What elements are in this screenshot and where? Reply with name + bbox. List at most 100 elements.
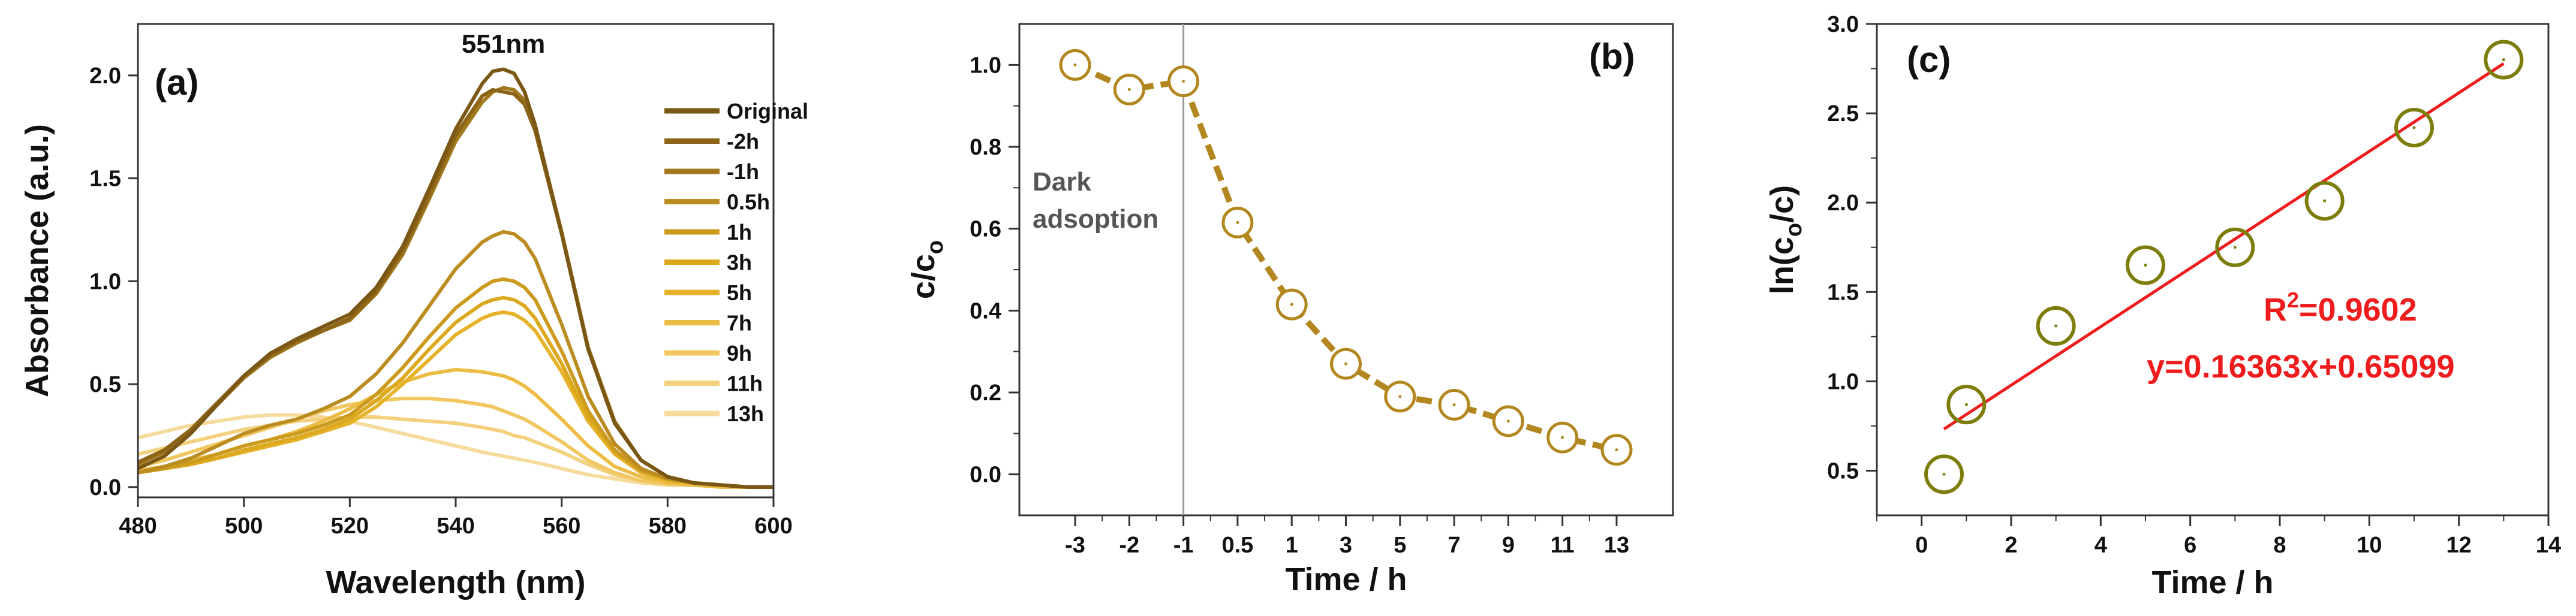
- x-tick-label: 9: [1502, 533, 1515, 558]
- spectrum-line--2h: [137, 87, 774, 489]
- linear-fit-line: [1943, 62, 2505, 431]
- x-tick-label: 14: [2536, 533, 2561, 558]
- kinetic-marker-dot: [2144, 264, 2147, 267]
- spectrum-line-Original: [137, 67, 774, 489]
- dark-adsorption-label-line1: Dark: [1033, 167, 1091, 197]
- legend-entry: Original: [727, 99, 808, 123]
- x-tick-label: 600: [754, 514, 792, 539]
- ratio-series: [1059, 49, 1633, 466]
- legend-entry: 11h: [727, 372, 763, 396]
- kinetic-marker-11h: [2394, 107, 2434, 147]
- legend-entry: 1h: [727, 220, 752, 244]
- panel-label-c: (c): [1907, 40, 1951, 80]
- panel-c: 0 2 4 6 8 10 12 14 0.5 1.0 1.5 2.0 2.5 3.0 (c) R2=0.9…: [1764, 12, 2561, 600]
- kinetic-marker-13h: [2484, 40, 2524, 80]
- x-tick-label: 10: [2357, 533, 2382, 558]
- panel-a: 480 500 520 540 560 580 600 0.0 0.5 1.0 1.5 2.0 (a)…: [19, 23, 808, 600]
- kinetic-marker-9h: [2304, 181, 2345, 221]
- kinetic-marker-dot: [2323, 199, 2327, 203]
- y-tick-label: 0.0: [89, 475, 121, 500]
- y-axis-title-b-subscript: o: [923, 240, 948, 254]
- x-tick-label: 540: [437, 514, 474, 539]
- legend-entry: 0.5h: [727, 190, 770, 215]
- legend-entry: -2h: [727, 129, 759, 154]
- kinetic-marker-dot: [1964, 403, 1968, 406]
- y-tick-label: 0.4: [970, 298, 1001, 324]
- panel-label-a: (a): [155, 62, 198, 102]
- y-tick-label: 2.5: [1827, 101, 1859, 126]
- y-tick-label: 1.5: [1827, 280, 1859, 305]
- x-tick-label: 4: [2094, 533, 2107, 558]
- x-tick-label: 7: [1448, 533, 1461, 558]
- ratio-dashed-line: [1073, 62, 1618, 453]
- y-tick-label: 1.0: [970, 53, 1001, 78]
- y-tick-label: 1.0: [89, 269, 121, 294]
- dark-adsorption-label-line2: adsoption: [1033, 204, 1158, 234]
- kinetic-marker-dot: [2412, 126, 2416, 129]
- x-tick-label: 0.5: [1221, 533, 1253, 558]
- kinetic-marker-1h: [1946, 385, 1987, 425]
- ratio-marker-dot: [1290, 303, 1293, 306]
- axis-ticks-a: 480 500 520 540 560 580 600 0.0 0.5 1.0 1.5 2.0: [89, 64, 793, 539]
- x-tick-label: 13: [1604, 533, 1629, 558]
- x-tick-label: 6: [2184, 533, 2196, 558]
- panel-b: -3 -2 -1 0.5 1 3 5 7 9 11 130.00.20.40.60.81.0 (b)…: [905, 23, 1674, 597]
- kinetic-marker-dot: [2502, 58, 2505, 62]
- ratio-marker-dot: [1182, 80, 1185, 83]
- fit-equation-label: y=0.16363x+0.65099: [2147, 349, 2455, 385]
- kinetic-marker-dot: [2054, 324, 2058, 328]
- y-axis-title-c: ln(co/c): [1764, 185, 1807, 294]
- x-tick-label: 5: [1394, 533, 1406, 558]
- ratio-marker-dot: [1561, 436, 1564, 439]
- ratio-marker-dot: [1127, 87, 1131, 91]
- x-axis-title-b: Time / h: [1285, 561, 1407, 597]
- x-tick-label: 520: [331, 514, 369, 539]
- kinetic-marker-7h: [2215, 227, 2255, 267]
- ratio-marker-dot: [1236, 221, 1239, 224]
- legend-entry: -1h: [727, 159, 759, 184]
- axis-ticks-c: 0 2 4 6 8 10 12 14 0.5 1.0 1.5 2.0 2.5 3.0: [1827, 12, 2561, 558]
- y-tick-label: 1.5: [89, 167, 121, 192]
- y-tick-label: 2.0: [1827, 191, 1859, 216]
- x-tick-label: 8: [2273, 533, 2286, 558]
- x-tick-label: 560: [543, 514, 580, 539]
- kinetic-marker-dot: [1942, 472, 1946, 476]
- x-axis-title-a: Wavelength (nm): [326, 564, 585, 600]
- x-tick-label: -1: [1173, 533, 1194, 558]
- ratio-marker-dot: [1344, 362, 1347, 366]
- spectra-curves: [137, 67, 774, 489]
- x-tick-label: -3: [1065, 533, 1085, 558]
- x-tick-label: 12: [2446, 533, 2472, 558]
- ratio-marker-dot: [1073, 63, 1077, 67]
- x-tick-label: 11: [1551, 533, 1575, 558]
- peak-annotation: 551nm: [462, 29, 545, 59]
- x-tick-label: -2: [1119, 533, 1139, 558]
- legend-entry: 13h: [727, 401, 764, 426]
- y-tick-label: 0.0: [970, 463, 1001, 488]
- kinetic-marker-dot: [2233, 246, 2237, 249]
- y-tick-label: 1.0: [1827, 369, 1859, 394]
- y-axis-title-a: Absorbance (a.u.): [19, 124, 55, 397]
- y-tick-label: 0.5: [1827, 458, 1859, 484]
- x-tick-label: 500: [225, 514, 263, 539]
- r-squared-label: R2=0.9602: [2264, 288, 2417, 328]
- x-tick-label: 480: [119, 514, 157, 539]
- ratio-marker-dot: [1398, 395, 1402, 398]
- x-tick-label: 0: [1915, 533, 1928, 558]
- axis-ticks-b: -3 -2 -1 0.5 1 3 5 7 9 11 130.00.20.40.60.81.0: [970, 53, 1629, 558]
- ratio-marker-dot: [1615, 448, 1618, 452]
- y-tick-label: 2.0: [89, 64, 121, 89]
- kinetic-points: [1924, 40, 2524, 494]
- y-tick-label: 0.5: [89, 372, 121, 397]
- x-tick-label: 3: [1340, 533, 1352, 558]
- ratio-marker-dot: [1452, 403, 1456, 406]
- spectrum-line-9h: [137, 397, 774, 489]
- x-axis-title-c: Time / h: [2151, 564, 2273, 600]
- spectrum-line-3h: [137, 295, 774, 489]
- kinetic-marker-0.5h: [1924, 454, 1964, 494]
- spectrum-line-5h: [137, 310, 774, 489]
- legend-entry: 3h: [727, 250, 752, 275]
- spectrum-line-0.5h: [137, 230, 774, 489]
- kinetic-marker-3h: [2036, 306, 2076, 346]
